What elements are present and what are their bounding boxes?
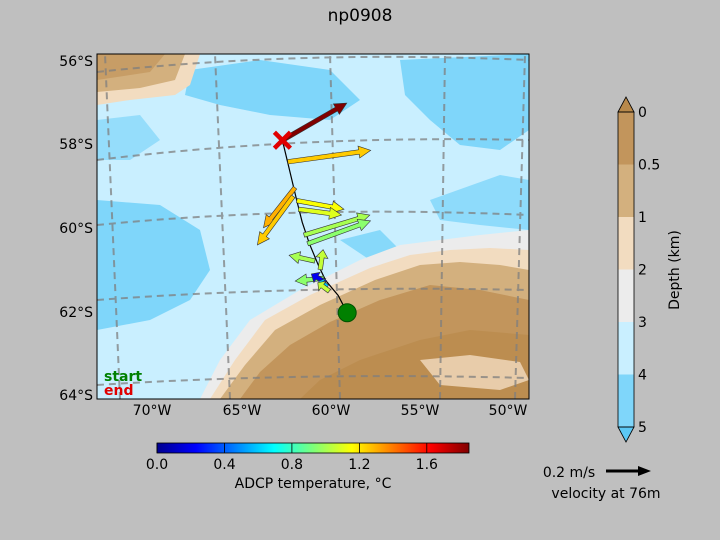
depth-band: [618, 322, 634, 375]
depth-colorbar-label: Depth (km): [667, 230, 683, 310]
temperature-colorbar-gradient: [156, 442, 470, 454]
velocity-vector: [297, 206, 343, 220]
map-frame: [96, 53, 530, 400]
lon-tick-label: 65°W: [223, 403, 262, 419]
scale-depth-label: velocity at 76m: [551, 486, 660, 502]
land-bathymetry: [97, 54, 529, 399]
temperature-colorbar-ticks: 0.0 0.4 0.8 1.2 1.6: [146, 443, 438, 473]
end-marker: [272, 130, 292, 150]
lon-tick-label: 50°W: [489, 403, 528, 419]
depth-tick-label: 4: [638, 368, 647, 384]
depth-band: [618, 217, 634, 270]
temp-tick-label: 0.0: [146, 457, 168, 473]
lat-tick-label: 64°S: [59, 388, 93, 404]
scale-speed-label: 0.2 m/s: [543, 465, 595, 481]
depth-tick-label: 5: [638, 420, 647, 436]
temp-tick-label: 0.8: [281, 457, 303, 473]
lat-axis: 56°S 58°S 60°S 62°S 64°S: [59, 54, 93, 404]
lat-tick-label: 58°S: [59, 137, 93, 153]
temperature-colorbar-label: ADCP temperature, °C: [235, 476, 392, 492]
depth-colorbar: 0 0.5 1 2 3 4 5 Depth (km): [617, 96, 683, 443]
chart-title: np0908: [328, 6, 393, 26]
velocity-vector: [257, 194, 296, 246]
velocity-vectors: [257, 102, 372, 294]
temp-tick-label: 0.4: [213, 457, 235, 473]
depth-colorbar-bottom-extension: [617, 426, 635, 443]
velocity-scale: 0.2 m/s velocity at 76m: [543, 465, 661, 502]
lon-tick-label: 70°W: [133, 403, 172, 419]
map-panel: [97, 54, 529, 399]
lat-tick-label: 60°S: [59, 221, 93, 237]
velocity-vector: [315, 249, 329, 271]
velocity-vector: [288, 251, 316, 264]
start-end-markers: [272, 130, 357, 323]
velocity-vector: [317, 280, 331, 294]
lon-tick-label: 60°W: [312, 403, 351, 419]
lat-tick-label: 62°S: [59, 305, 93, 321]
velocity-vector: [287, 145, 372, 165]
depth-band: [618, 112, 634, 165]
depth-tick-label: 1: [638, 210, 647, 226]
start-marker: [337, 303, 357, 323]
depth-colorbar-bands: [618, 112, 634, 428]
legend-end-label: end: [104, 383, 133, 399]
depth-band: [618, 269, 634, 323]
depth-tick-label: 2: [638, 263, 647, 279]
temp-tick-label: 1.2: [348, 457, 370, 473]
legend-start-label: start: [104, 369, 142, 385]
depth-tick-label: 0: [638, 105, 647, 121]
depth-tick-label: 0.5: [638, 158, 660, 174]
lon-axis: 70°W 65°W 60°W 55°W 50°W: [133, 403, 528, 419]
lon-tick-label: 55°W: [401, 403, 440, 419]
depth-band: [618, 374, 634, 428]
temperature-colorbar: 0.0 0.4 0.8 1.2 1.6 ADCP temperature, °C: [146, 442, 470, 492]
depth-band: [618, 164, 634, 218]
depth-colorbar-ticks: 0 0.5 1 2 3 4 5: [638, 105, 660, 436]
scale-arrowhead: [638, 466, 651, 476]
velocity-vector: [306, 218, 372, 247]
lat-tick-label: 56°S: [59, 54, 93, 70]
depth-colorbar-frame: [617, 111, 635, 428]
depth-colorbar-top-extension: [617, 96, 635, 113]
temp-tick-label: 1.6: [416, 457, 438, 473]
depth-tick-label: 3: [638, 315, 647, 331]
